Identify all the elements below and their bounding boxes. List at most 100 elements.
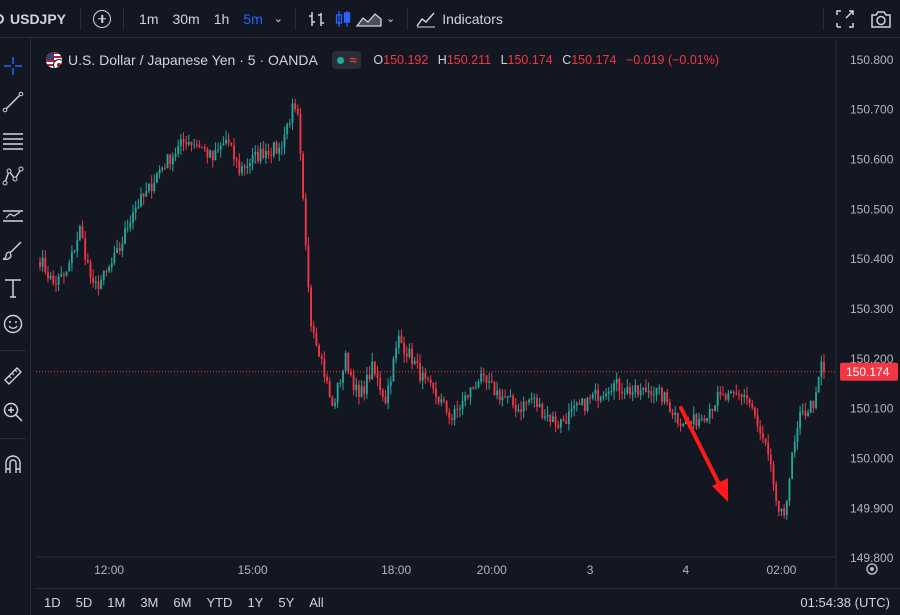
- interval-30m[interactable]: 30m: [172, 10, 200, 27]
- brush-tool[interactable]: [0, 236, 26, 264]
- open-value: 150.192: [383, 53, 429, 67]
- candle-body: [60, 274, 63, 277]
- candle-body: [666, 392, 669, 403]
- fib-tool[interactable]: [0, 126, 26, 154]
- candle-body: [397, 335, 400, 348]
- candle-body: [498, 390, 501, 401]
- candle-body: [44, 257, 47, 273]
- pattern-tool[interactable]: [0, 162, 26, 190]
- low-value: 150.174: [507, 53, 553, 67]
- forecast-tool[interactable]: [0, 200, 26, 228]
- fullscreen-button[interactable]: [832, 6, 858, 32]
- emoji-tool[interactable]: [0, 310, 26, 338]
- candle-body: [158, 169, 161, 174]
- chart-type-dropdown[interactable]: ⌄: [382, 0, 399, 38]
- range-5d[interactable]: 5D: [75, 594, 93, 610]
- crosshair-tool[interactable]: [0, 52, 26, 80]
- candle-body: [480, 373, 483, 382]
- settings-gear-icon[interactable]: [866, 563, 878, 575]
- x-tick-label: 3: [587, 563, 594, 577]
- candle-body: [174, 153, 177, 157]
- magnet-tool[interactable]: [0, 450, 26, 478]
- candle-body: [389, 381, 392, 386]
- market-status-pill[interactable]: ≈: [331, 51, 362, 69]
- symbol-label: USDJPY: [10, 10, 67, 27]
- zoom-tool[interactable]: [0, 398, 26, 426]
- range-1m[interactable]: 1M: [107, 594, 126, 610]
- candle-body: [352, 374, 355, 391]
- range-all[interactable]: All: [309, 594, 324, 610]
- interval-5m[interactable]: 5m: [243, 10, 263, 27]
- compare-button[interactable]: [89, 0, 115, 38]
- candle-body: [796, 428, 799, 443]
- utc-clock[interactable]: 01:54:38 (UTC): [800, 594, 890, 610]
- zoom-in-icon: [3, 402, 23, 422]
- candle-body: [225, 139, 227, 144]
- area-chart-type-button[interactable]: [355, 6, 382, 32]
- candle-body: [230, 142, 233, 146]
- candle-body: [129, 222, 132, 228]
- interval-1m[interactable]: 1m: [139, 10, 159, 27]
- range-1y[interactable]: 1Y: [247, 594, 264, 610]
- candle-body: [730, 391, 732, 394]
- candle-body: [331, 396, 334, 406]
- change-value: −0.019 (−0.01%): [625, 53, 720, 67]
- range-3m[interactable]: 3M: [140, 594, 159, 610]
- candle-body: [514, 404, 517, 412]
- trendline-tool[interactable]: [0, 88, 26, 116]
- candle-body: [124, 228, 126, 244]
- candle-body: [302, 153, 305, 199]
- candle-body: [307, 245, 310, 288]
- candle-body: [791, 452, 794, 480]
- candles-chart-type-button[interactable]: [330, 6, 356, 32]
- bar-chart-type-button[interactable]: [304, 6, 330, 32]
- candle-body: [652, 394, 655, 396]
- candle-body: [89, 262, 92, 278]
- measure-tool[interactable]: [0, 362, 26, 390]
- candle-body: [320, 356, 323, 360]
- chevron-down-icon: ⌄: [385, 13, 396, 25]
- candle-body: [342, 370, 344, 383]
- candle-body: [605, 393, 608, 396]
- candle-body: [326, 376, 328, 382]
- range-5y[interactable]: 5Y: [278, 594, 295, 610]
- chart-area[interactable]: 150.800 150.700 150.600 150.500 150.400 150.3…: [36, 40, 900, 615]
- interval-1h[interactable]: 1h: [213, 10, 230, 27]
- candle-body: [214, 150, 217, 161]
- candle-body: [376, 373, 379, 379]
- price-chart[interactable]: 150.800 150.700 150.600 150.500 150.400 150.3…: [36, 40, 900, 588]
- candle-body: [318, 345, 320, 357]
- candle-body: [334, 402, 336, 406]
- candle-body: [150, 183, 153, 192]
- crosshair-icon: [4, 57, 22, 75]
- candle-body: [488, 381, 491, 383]
- candle-body: [400, 335, 403, 343]
- candle-body: [86, 259, 89, 263]
- candle-body: [262, 148, 265, 158]
- interval-dropdown[interactable]: ⌄: [270, 0, 287, 38]
- candle-body: [201, 147, 204, 149]
- legend-title[interactable]: U.S. Dollar / Japanese Yen · 5 · OANDA: [68, 52, 318, 68]
- screenshot-button[interactable]: [868, 6, 894, 32]
- candle-body: [668, 402, 671, 413]
- candle-body: [177, 146, 180, 154]
- y-tick-label: 149.900: [850, 501, 894, 515]
- candle-body: [312, 326, 315, 333]
- range-ytd[interactable]: YTD: [206, 594, 233, 610]
- candle-body: [363, 386, 366, 394]
- candle-body: [738, 394, 740, 396]
- candle-body: [645, 387, 647, 393]
- candle-body: [719, 392, 722, 395]
- candle-body: [472, 387, 475, 389]
- range-6m[interactable]: 6M: [173, 594, 192, 610]
- candle-body: [764, 438, 767, 443]
- range-1d[interactable]: 1D: [44, 594, 61, 610]
- candle-body: [793, 442, 796, 453]
- symbol-search[interactable]: USDJPY: [0, 0, 72, 38]
- candle-body: [187, 142, 190, 145]
- text-tool[interactable]: [0, 274, 26, 302]
- high-label: H: [437, 53, 447, 67]
- indicators-button[interactable]: Indicators: [416, 0, 503, 38]
- candle-body: [108, 266, 111, 272]
- candle-body: [581, 398, 584, 405]
